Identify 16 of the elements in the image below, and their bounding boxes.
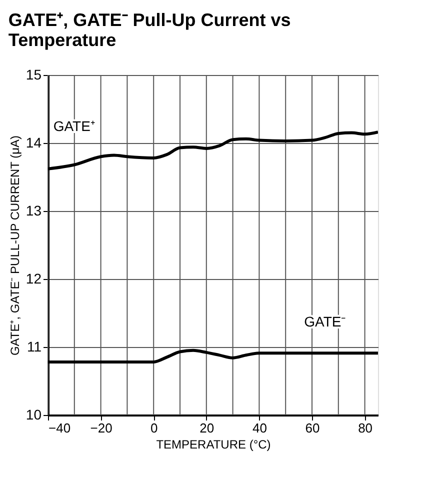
x-axis-title: TEMPERATURE (°C)	[156, 438, 271, 452]
x-tick-label: 20	[200, 420, 214, 436]
y-tick-label: 15	[26, 66, 42, 82]
x-tick-label: 60	[305, 420, 320, 436]
x-tick-label: 40	[252, 420, 267, 436]
y-axis-title: GATE⁺, GATE⁻ PULL-UP CURRENT (μA)	[8, 135, 22, 356]
x-tick-label: −40	[48, 420, 71, 436]
y-tick-label: 13	[26, 202, 42, 218]
y-tick-label: 11	[26, 338, 42, 354]
chart-title: GATE⁺, GATE⁻ Pull-Up Current vs Temperature	[8, 10, 291, 50]
x-tick-label: 80	[358, 420, 373, 436]
y-tick-label: 10	[26, 406, 42, 422]
y-tick-label: 12	[26, 270, 42, 286]
y-tick-label: 14	[26, 134, 42, 150]
x-tick-label: 0	[150, 420, 158, 436]
x-tick-label: −20	[90, 420, 112, 436]
